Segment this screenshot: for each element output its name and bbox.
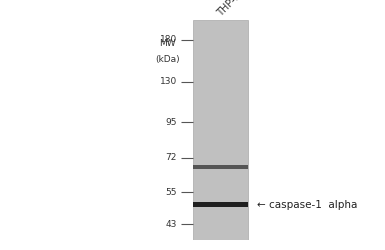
Text: 180: 180 — [160, 35, 177, 44]
Text: 130: 130 — [160, 77, 177, 86]
Text: (kDa): (kDa) — [156, 54, 180, 64]
Text: 43: 43 — [166, 220, 177, 228]
Text: MW: MW — [159, 39, 176, 48]
Text: 72: 72 — [166, 153, 177, 162]
Text: THP-1: THP-1 — [215, 0, 242, 18]
Bar — [192, 202, 248, 207]
Text: ← caspase-1  alpha: ← caspase-1 alpha — [257, 200, 358, 210]
Bar — [192, 165, 248, 169]
Text: 55: 55 — [166, 188, 177, 197]
Bar — [192, 20, 248, 240]
Text: 95: 95 — [166, 118, 177, 126]
